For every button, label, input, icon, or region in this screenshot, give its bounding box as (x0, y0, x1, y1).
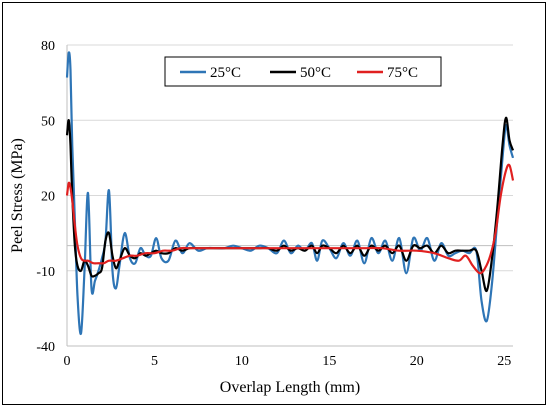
x-tick-label: 20 (410, 354, 424, 369)
x-tick-label: 10 (235, 354, 249, 369)
x-tick-label: 15 (322, 354, 336, 369)
legend-entry: 75°C (387, 65, 418, 81)
x-axis-label: Overlap Length (mm) (220, 379, 360, 396)
y-tick-label: 20 (41, 190, 55, 205)
x-tick-label: 25 (497, 354, 511, 369)
legend-entry: 25°C (210, 65, 241, 81)
y-tick-labels: -40 -10 20 50 80 (36, 39, 55, 355)
series-line-1 (65, 51, 515, 335)
x-tick-labels: 0 5 10 15 20 25 (64, 354, 512, 369)
legend: 25°C 50°C 75°C (164, 56, 442, 87)
grid-lines (67, 44, 513, 347)
y-tick-label: -10 (36, 265, 55, 280)
legend-box (164, 56, 442, 87)
y-tick-label: -40 (36, 340, 55, 355)
x-tick-label: 0 (64, 354, 71, 369)
legend-entry: 50°C (300, 65, 331, 81)
series-lines (65, 51, 515, 335)
series-line-2 (65, 116, 515, 292)
x-tick-label: 5 (151, 354, 158, 369)
y-tick-label: 50 (41, 114, 55, 129)
series-line-3 (65, 163, 515, 275)
y-axis-label: Peel Stress (MPa) (9, 138, 26, 253)
y-tick-label: 80 (41, 39, 55, 54)
